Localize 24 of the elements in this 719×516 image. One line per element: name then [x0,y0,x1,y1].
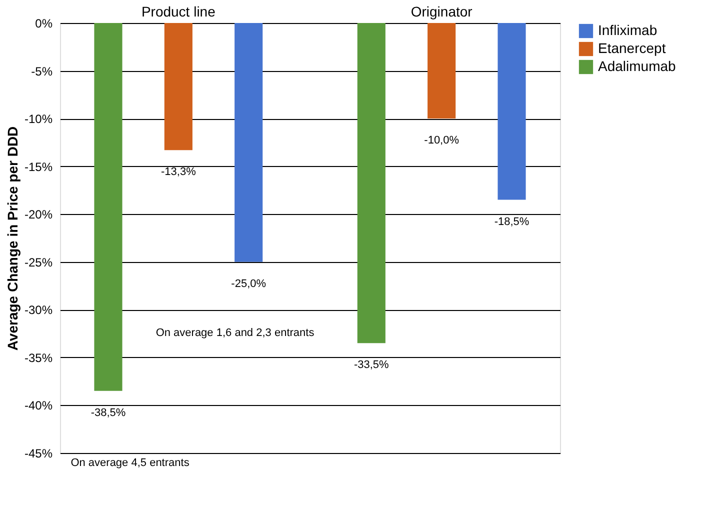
data-label: -25,0% [231,278,266,290]
y-tick-label: -25% [24,255,53,270]
y-tick-label: -30% [24,303,53,318]
data-label: -38,5% [90,406,126,419]
data-label: -10,0% [424,134,460,147]
y-tick-label: -40% [24,398,53,413]
y-tick-label: -45% [24,446,53,460]
y-tick-label: -15% [24,160,53,174]
legend-label: Adalimumab [598,58,676,74]
y-tick-label: -20% [24,208,53,222]
y-axis-title: Average Change in Price per DDD [4,126,20,351]
legend-label: Infliximab [598,22,658,38]
data-label: -13,3% [160,166,196,178]
legend-label: Etanercept [598,40,666,56]
x-tick-label: Originator [410,4,473,20]
text: On average 4,5 entrants [70,457,190,469]
y-tick-label: -10% [24,112,53,126]
annotation: On average 1,6 and 2,3 entrants [156,327,315,339]
y-tick-label: -5% [31,64,53,78]
y-tick-label: -35% [24,350,53,365]
data-label: -33,5% [354,359,390,372]
y-tick-label: 0% [35,16,53,30]
x-tick-label: Product line [141,4,216,20]
data-label: -18,5% [494,216,530,228]
